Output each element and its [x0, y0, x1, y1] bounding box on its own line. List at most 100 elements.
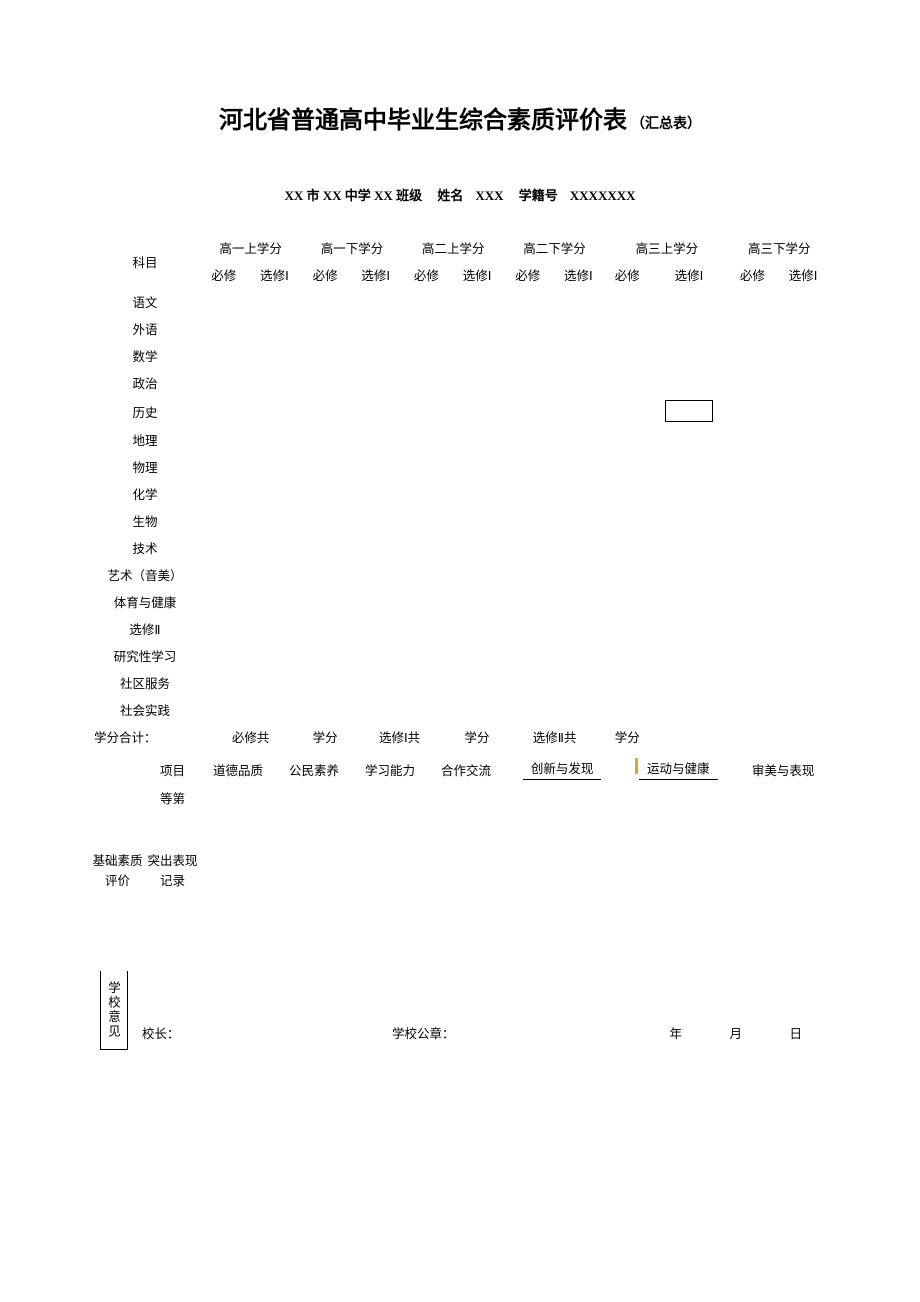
credit-cell [403, 507, 451, 534]
subject-row: 地理 [90, 426, 830, 453]
credit-cell [649, 669, 728, 696]
credit-cell [729, 642, 777, 669]
credit-cell [776, 669, 830, 696]
credit-cell [776, 615, 830, 642]
credit-cell [552, 369, 606, 396]
credit-cell [248, 453, 302, 480]
totals-unit-2: 学分 [450, 723, 504, 750]
credit-cell [649, 480, 728, 507]
subject-name: 历史 [90, 396, 200, 426]
credit-cell [349, 315, 403, 342]
credit-cell [776, 288, 830, 315]
sem-3: 高二下学分 [504, 234, 605, 261]
credit-cell [200, 588, 248, 615]
subject-row: 化学 [90, 480, 830, 507]
credit-cell [403, 696, 451, 723]
credit-cell [200, 615, 248, 642]
credit-cell [649, 342, 728, 369]
credit-cell [729, 507, 777, 534]
credit-cell [776, 696, 830, 723]
credit-cell [649, 426, 728, 453]
subject-name: 技术 [90, 534, 200, 561]
credit-cell [403, 342, 451, 369]
credit-cell [450, 315, 504, 342]
credit-cell [450, 561, 504, 588]
credit-cell [349, 615, 403, 642]
totals-unit-1: 学分 [301, 723, 349, 750]
credit-cell [504, 507, 552, 534]
subject-name: 化学 [90, 480, 200, 507]
sub-2-1: 选修Ⅰ [450, 261, 504, 288]
credit-cell [301, 396, 349, 426]
credit-cell [301, 696, 349, 723]
sub-5-1: 选修Ⅰ [776, 261, 830, 288]
credit-cell [349, 453, 403, 480]
credit-cell [403, 396, 451, 426]
credit-cell [248, 534, 302, 561]
quality-left-label [90, 754, 145, 831]
credit-cell [649, 396, 728, 426]
credit-cell [729, 534, 777, 561]
credit-cell [605, 507, 649, 534]
credit-cell [403, 480, 451, 507]
sub-title: （汇总表） [631, 117, 701, 132]
credit-cell [248, 588, 302, 615]
subject-name: 体育与健康 [90, 588, 200, 615]
credit-cell [450, 288, 504, 315]
credit-cell [349, 426, 403, 453]
credit-cell [200, 507, 248, 534]
credit-cell [504, 615, 552, 642]
sem-2: 高二上学分 [403, 234, 504, 261]
credit-cell [248, 342, 302, 369]
credits-table: 科目 高一上学分 高一下学分 高二上学分 高二下学分 高三上学分 高三下学分 必… [90, 234, 830, 750]
q-grade-label: 等第 [145, 784, 200, 811]
credit-cell [776, 561, 830, 588]
credit-cell [200, 561, 248, 588]
credit-cell [552, 615, 606, 642]
subject-row: 政治 [90, 369, 830, 396]
info-name: XXX [475, 188, 503, 203]
info-line: XX 市 XX 中学 XX 班级 姓名XXX 学籍号XXXXXXX [90, 185, 830, 204]
credit-cell [776, 453, 830, 480]
credit-cell [403, 534, 451, 561]
credit-cell [504, 315, 552, 342]
credit-cell [301, 342, 349, 369]
credit-cell [349, 507, 403, 534]
sem-1: 高一下学分 [301, 234, 402, 261]
totals-unit-3: 学分 [605, 723, 649, 750]
credit-cell [248, 561, 302, 588]
credit-cell [349, 561, 403, 588]
credit-cell [450, 369, 504, 396]
subject-row: 研究性学习 [90, 642, 830, 669]
credit-cell [729, 615, 777, 642]
quality-row-spacer [90, 811, 830, 831]
subject-row: 选修Ⅱ [90, 615, 830, 642]
credit-cell [605, 696, 649, 723]
subject-name: 物理 [90, 453, 200, 480]
credit-cell [504, 669, 552, 696]
credit-cell [649, 315, 728, 342]
subject-name: 政治 [90, 369, 200, 396]
sub-0-0: 必修 [200, 261, 248, 288]
credit-cell [349, 669, 403, 696]
q-item-5: 运动与健康 [620, 754, 736, 784]
q-project-label: 项目 [145, 754, 200, 784]
totals-label: 学分合计： [90, 723, 200, 750]
credit-cell [301, 615, 349, 642]
credit-cell [776, 342, 830, 369]
credit-cell [349, 534, 403, 561]
sub-3-1: 选修Ⅰ [552, 261, 606, 288]
subject-name: 社区服务 [90, 669, 200, 696]
quality-left-label-2: 基础素质评价 [90, 831, 145, 911]
credit-cell [403, 561, 451, 588]
quality-row-record: 基础素质评价 突出表现记录 [90, 831, 830, 911]
credit-cell [649, 288, 728, 315]
credit-cell [605, 534, 649, 561]
credit-cell [729, 396, 777, 426]
credit-cell [649, 588, 728, 615]
credit-cell [649, 642, 728, 669]
school-opinion-vert: 学校意见 [100, 971, 128, 1050]
credit-cell [403, 615, 451, 642]
credit-cell [403, 588, 451, 615]
credit-cell [200, 426, 248, 453]
